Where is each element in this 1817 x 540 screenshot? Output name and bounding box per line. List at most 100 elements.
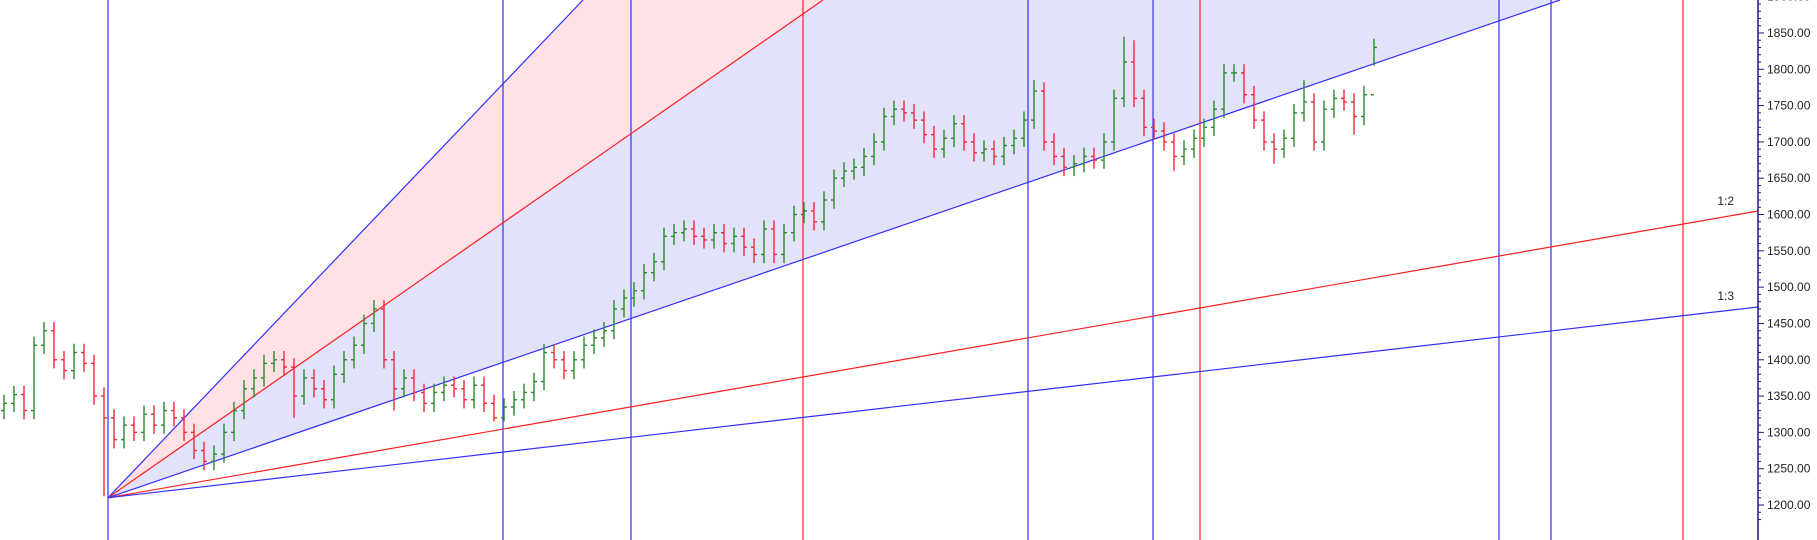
price-axis[interactable]: 1200.00 1250.00 1300.00 1350.00 1400.00 1450.… xyxy=(1757,0,1811,540)
ohlc-bar xyxy=(471,376,477,409)
y-tick-label: 1650.00 xyxy=(1767,171,1811,185)
ohlc-bar xyxy=(851,158,857,180)
y-tick-label: 1850.00 xyxy=(1767,26,1811,40)
y-tick-label: 1450.00 xyxy=(1767,316,1811,330)
gann-fan-line xyxy=(107,0,1561,499)
ohlc-bar xyxy=(691,220,697,246)
ohlc-bar xyxy=(1,394,7,420)
ohlc-bar xyxy=(1351,93,1357,135)
gann-fan-line xyxy=(107,0,824,499)
ohlc-bar xyxy=(571,351,577,380)
ohlc-bar xyxy=(811,202,817,231)
ohlc-bar xyxy=(671,223,677,246)
y-tick-label: 1250.00 xyxy=(1767,462,1811,476)
ohlc-bar xyxy=(141,405,147,442)
ohlc-bar xyxy=(771,220,777,264)
ohlc-bar xyxy=(1011,129,1017,155)
ohlc-bar xyxy=(31,336,37,420)
ohlc-bar xyxy=(561,351,567,380)
ohlc-bar xyxy=(901,100,907,122)
ohlc-bar xyxy=(341,351,347,383)
y-tick-label: 1350.00 xyxy=(1767,389,1811,403)
ohlc-bar xyxy=(381,300,387,369)
ohlc-bar xyxy=(301,369,307,405)
ohlc-bar xyxy=(481,376,487,413)
ohlc-bar xyxy=(1331,89,1337,118)
y-tick-label: 1550.00 xyxy=(1767,244,1811,258)
ohlc-bar xyxy=(551,343,557,369)
ohlc-bar xyxy=(841,162,847,187)
ohlc-bar xyxy=(801,202,807,224)
ohlc-bar xyxy=(821,191,827,231)
time-cycle-lines xyxy=(107,0,1684,540)
y-tick-label: 1600.00 xyxy=(1767,208,1811,222)
ohlc-bar xyxy=(501,398,507,422)
ohlc-bar xyxy=(461,380,467,409)
ohlc-bar xyxy=(351,336,357,369)
gann-fan-line xyxy=(107,0,584,499)
ohlc-bar xyxy=(231,401,237,442)
ohlc-bar xyxy=(321,380,327,409)
ohlc-bar xyxy=(761,220,767,264)
ohlc-bar xyxy=(601,321,607,347)
ohlc-bar xyxy=(1321,100,1327,151)
ohlc-bar xyxy=(1041,82,1047,151)
ohlc-bar xyxy=(451,376,457,398)
ohlc-bar xyxy=(1361,85,1367,126)
ohlc-bar xyxy=(1101,133,1107,169)
ohlc-bar xyxy=(181,409,187,442)
ohlc-bar xyxy=(71,343,77,380)
ohlc-bar xyxy=(631,282,637,307)
ohlc-bar xyxy=(161,401,167,434)
ohlc-bar xyxy=(711,223,717,249)
y-tick-label: 1700.00 xyxy=(1767,135,1811,149)
ohlc-bar xyxy=(331,365,337,409)
ohlc-bar xyxy=(661,227,667,271)
ohlc-bar xyxy=(721,223,727,253)
ohlc-bar xyxy=(1231,64,1237,82)
ohlc-bar xyxy=(191,423,197,460)
ohlc-bar xyxy=(581,336,587,369)
ohlc-bar xyxy=(21,385,27,420)
ohlc-bar xyxy=(511,390,517,416)
ohlc-bar xyxy=(251,369,257,398)
ohlc-bar xyxy=(171,401,177,427)
ohlc-bar xyxy=(311,369,317,398)
ohlc-bar xyxy=(1251,85,1257,129)
ohlc-bar xyxy=(271,351,277,373)
ohlc-bar xyxy=(1091,147,1097,169)
ohlc-bar xyxy=(241,380,247,420)
ohlc-bar xyxy=(1061,147,1067,177)
ohlc-bar xyxy=(1081,147,1087,173)
ohlc-bar xyxy=(1021,111,1027,147)
fan-label-1-2: 1:2 xyxy=(1717,194,1734,208)
y-tick-label: 1200.00 xyxy=(1767,498,1811,512)
gann-fan-line xyxy=(107,306,1759,499)
ohlc-bar xyxy=(1271,133,1277,164)
ohlc-bar xyxy=(951,115,957,147)
ohlc-bar xyxy=(221,423,227,463)
ohlc-bar xyxy=(921,111,927,144)
ohlc-bar xyxy=(871,133,877,166)
ohlc-bar xyxy=(981,140,987,162)
ohlc-bar xyxy=(1191,129,1197,158)
ohlc-bar xyxy=(391,351,397,411)
ohlc-bar xyxy=(91,354,97,405)
ohlc-bar xyxy=(651,253,657,282)
ohlc-bar xyxy=(441,376,447,402)
ohlc-bar xyxy=(1311,93,1317,151)
ohlc-bar xyxy=(281,351,287,376)
ohlc-bar xyxy=(791,205,797,242)
ohlc-bar xyxy=(991,140,997,166)
ohlc-bar xyxy=(521,383,527,409)
ohlc-bar xyxy=(61,351,67,380)
ohlc-bar xyxy=(1181,140,1187,166)
ohlc-bar xyxy=(961,115,967,151)
ohlc-bar xyxy=(81,343,87,373)
y-tick-label: 1750.00 xyxy=(1767,99,1811,113)
ohlc-bar xyxy=(531,372,537,402)
ohlc-bar xyxy=(51,321,57,369)
ohlc-bar xyxy=(731,227,737,253)
ohlc-bar xyxy=(371,300,377,333)
